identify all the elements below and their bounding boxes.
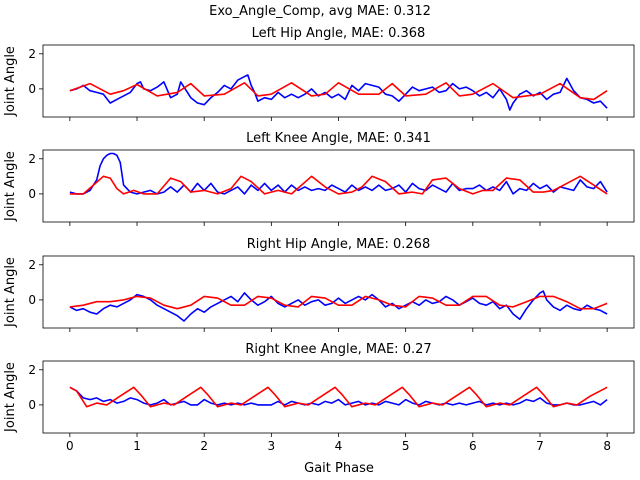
- x-tick-label: 2: [200, 439, 208, 453]
- series-line-1: [69, 74, 608, 111]
- subplot-4: 0 2 0 1 2 3 4 5 6 7 8 Right Knee Angle, MAE: 0.27 Jo…: [3, 342, 635, 453]
- y-axis-label: Joint Angle: [3, 151, 18, 222]
- series-line-1: [69, 290, 608, 322]
- series-line-2: [69, 175, 608, 195]
- y-tick-label: 2: [28, 363, 36, 377]
- series-line-2: [69, 295, 608, 310]
- y-tick-label: 0: [28, 82, 36, 96]
- y-axis-label: Joint Angle: [3, 46, 18, 117]
- series-line-2: [69, 82, 608, 101]
- y-tick-label: 0: [28, 293, 36, 307]
- subplot-1: 0 2 Left Hip Angle, MAE: 0.368 Joint Angle: [3, 26, 635, 121]
- subplot-title: Left Hip Angle, MAE: 0.368: [252, 26, 426, 41]
- series-line-1: [69, 386, 608, 406]
- y-tick-label: 2: [28, 258, 36, 272]
- x-tick-label: 6: [469, 439, 477, 453]
- y-tick-label: 0: [28, 187, 36, 201]
- y-axis-label: Joint Angle: [3, 362, 18, 433]
- x-tick-label: 0: [66, 439, 74, 453]
- series-line-1: [69, 152, 608, 195]
- y-axis-label: Joint Angle: [3, 257, 18, 328]
- y-tick-label: 2: [28, 152, 36, 166]
- x-axis-label: Gait Phase: [304, 461, 374, 476]
- subplot-title: Left Knee Angle, MAE: 0.341: [246, 131, 431, 146]
- x-tick-label: 1: [133, 439, 141, 453]
- x-tick-label: 4: [335, 439, 343, 453]
- x-tick-label: 7: [536, 439, 544, 453]
- figure-suptitle: Exo_Angle_Comp, avg MAE: 0.312: [209, 4, 431, 19]
- subplot-2: 0 2 Left Knee Angle, MAE: 0.341 Joint Angle: [3, 131, 635, 226]
- subplot-title: Right Hip Angle, MAE: 0.268: [247, 237, 430, 252]
- subplot-3: 0 2 Right Hip Angle, MAE: 0.268 Joint Angle: [3, 237, 635, 332]
- series-line-2: [69, 386, 608, 408]
- x-tick-label: 5: [402, 439, 410, 453]
- x-tick-label: 8: [603, 439, 611, 453]
- subplot-title: Right Knee Angle, MAE: 0.27: [245, 342, 431, 357]
- y-tick-label: 0: [28, 398, 36, 412]
- y-tick-label: 2: [28, 47, 36, 61]
- x-tick-label: 3: [268, 439, 276, 453]
